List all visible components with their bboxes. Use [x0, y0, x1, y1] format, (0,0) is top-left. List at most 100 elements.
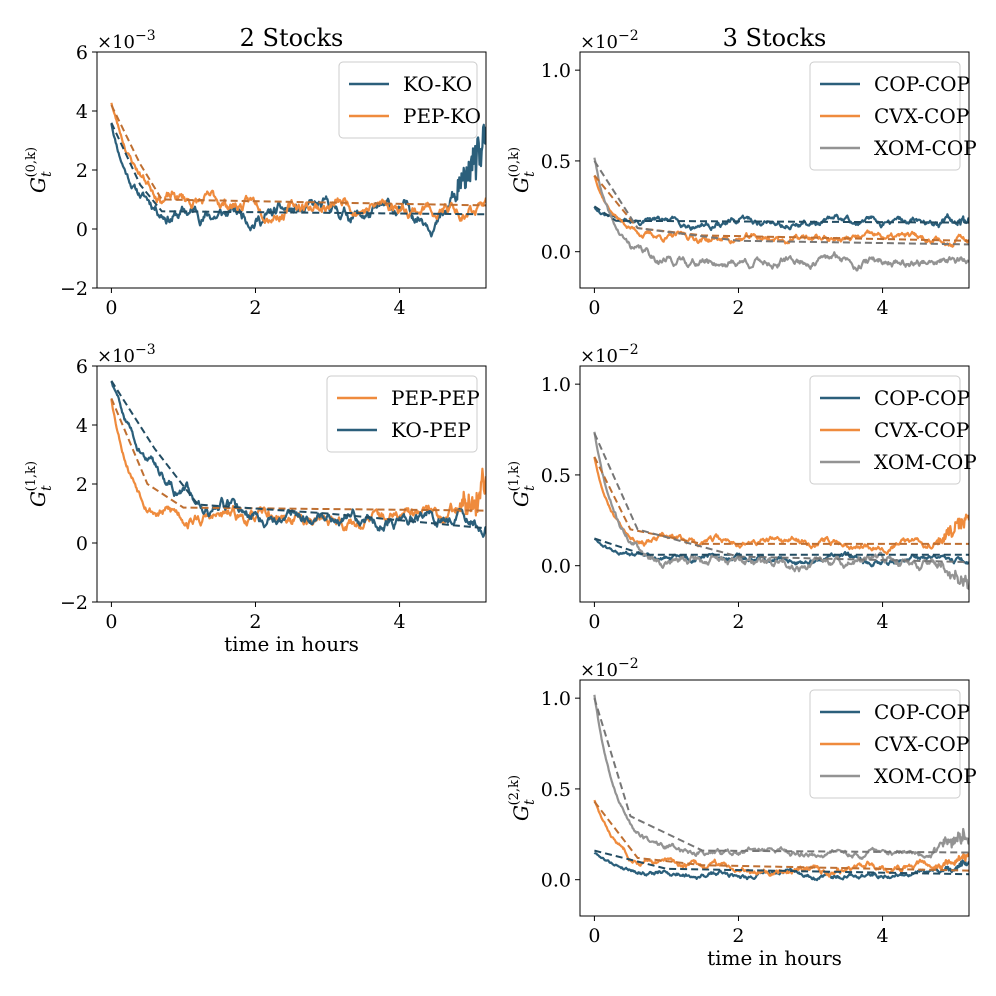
y-axis-label: Gt(2,k) [507, 775, 538, 821]
x-tick-label: 0 [105, 611, 117, 633]
fit-line-cvx-cop [593, 800, 969, 872]
plot-area [593, 694, 969, 882]
y-tick-label: −2 [60, 278, 88, 300]
y-tick-label: 0.5 [541, 151, 571, 173]
y-tick-label: 0 [76, 533, 88, 555]
series-line-cop-cop [593, 206, 969, 232]
y-tick-label: 4 [76, 101, 88, 123]
axis-exponent-label: ×10−2 [580, 342, 639, 367]
plot-area [110, 102, 486, 238]
legend-label: KO-KO [403, 72, 472, 96]
y-tick-label: 6 [76, 356, 88, 378]
plot-area [110, 380, 486, 538]
panel-title: 3 Stocks [723, 24, 827, 52]
fit-line-cop-cop [593, 205, 969, 224]
fit-line-cvx-cop [593, 456, 969, 545]
panel-2stocks-row1: 0 2 4 −2 0 2 4 6 ×10−3 time in hours Gt(1,k) PEP-PE… [24, 342, 487, 656]
y-tick-label: 0.5 [541, 465, 571, 487]
x-tick-label: 0 [588, 297, 600, 319]
fit-line-ko-pep [110, 380, 486, 530]
y-tick-label: 2 [76, 474, 88, 496]
y-tick-label: 0.0 [541, 870, 571, 892]
plot-area [593, 431, 969, 590]
plot-area [593, 157, 969, 272]
fit-line-pep-ko [110, 104, 486, 207]
series-line-xom-cop [593, 157, 969, 272]
y-tick-label: 6 [76, 42, 88, 64]
y-axis-label: Gt(1,k) [24, 461, 55, 507]
fit-line-ko-ko [110, 122, 486, 216]
legend-label: XOM-COP [874, 764, 977, 788]
legend-label: COP-COP [874, 72, 970, 96]
x-tick-label: 0 [105, 297, 117, 319]
panel-3stocks-row2: 0 2 4 0.0 0.5 1.0 ×10−2 time in hours Gt(2,k) COP… [507, 656, 977, 970]
panel-3stocks-row0: 0 2 40.00.51.0×10−2 3 StocksGt(0,k)COP-COPC… [507, 24, 977, 319]
series-line-cvx-cop [593, 456, 969, 556]
legend-label: CVX-COP [874, 732, 969, 756]
y-tick-label: 0.5 [541, 779, 571, 801]
series-line-cvx-cop [593, 175, 969, 248]
y-tick-label: 1.0 [541, 374, 571, 396]
x-tick-label: 4 [394, 297, 406, 319]
y-tick-label: 4 [76, 415, 88, 437]
legend: COP-COP CVX-COP XOM-COP [809, 689, 977, 799]
legend: PEP-PEP KO-PEP [326, 375, 480, 453]
y-tick-label: 1.0 [541, 688, 571, 710]
legend-label: CVX-COP [874, 418, 969, 442]
legend-label: XOM-COP [874, 450, 977, 474]
x-tick-label: 0 [588, 925, 600, 947]
fit-line-xom-cop [593, 160, 969, 246]
axes-frame [579, 51, 970, 289]
legend-label: CVX-COP [874, 104, 969, 128]
y-axis-label: Gt(0,k) [24, 147, 55, 193]
axis-exponent-label: ×10−3 [97, 342, 156, 367]
fit-line-pep-pep [110, 398, 486, 512]
x-tick-label: 4 [394, 611, 406, 633]
panel-2stocks-row0: 0 2 4 −2 0 2 4 6 ×10−3 2 Stocks Gt(0,k) KO-KO PEP-KO [24, 24, 487, 319]
axes-frame [579, 679, 970, 917]
legend-box [338, 61, 478, 139]
legend-label: KO-PEP [391, 418, 471, 442]
y-axis-label: Gt(0,k) [507, 147, 538, 193]
y-tick-label: 0.0 [541, 556, 571, 578]
legend-label: PEP-KO [403, 104, 481, 128]
legend-box [809, 61, 961, 171]
y-tick-label: 0.0 [541, 242, 571, 264]
fit-line-cop-cop [594, 537, 969, 556]
series-line-ko-pep [110, 381, 486, 538]
legend: COP-COP CVX-COP XOM-COP [809, 375, 977, 485]
panel-title: 2 Stocks [240, 24, 344, 52]
fit-line-xom-cop [593, 697, 969, 854]
legend-label: COP-COP [874, 386, 970, 410]
y-tick-label: 0 [76, 219, 88, 241]
x-tick-label: 4 [877, 925, 889, 947]
fit-line-xom-cop [593, 432, 969, 564]
x-tick-label: 2 [249, 611, 261, 633]
axes-frame [579, 365, 970, 603]
legend: COP-COP CVX-COP XOM-COP [809, 61, 977, 171]
y-axis-label: Gt(1,k) [507, 461, 538, 507]
y-tick-label: −2 [60, 592, 88, 614]
legend-label: XOM-COP [874, 136, 977, 160]
legend-box [326, 375, 478, 453]
x-axis-label: time in hours [707, 946, 842, 970]
x-tick-label: 4 [877, 297, 889, 319]
series-line-ko-ko [110, 123, 486, 238]
x-tick-label: 2 [732, 297, 744, 319]
y-tick-label: 2 [76, 160, 88, 182]
x-tick-label: 2 [732, 611, 744, 633]
legend-label: COP-COP [874, 700, 970, 724]
axis-exponent-label: ×10−2 [580, 28, 639, 53]
y-tick-label: 1.0 [541, 60, 571, 82]
legend: KO-KO PEP-KO [338, 61, 481, 139]
series-line-pep-ko [110, 102, 486, 224]
axis-exponent-label: ×10−2 [580, 656, 639, 681]
legend-label: PEP-PEP [391, 386, 480, 410]
fit-line-cop-cop [594, 849, 969, 876]
x-tick-label: 4 [877, 611, 889, 633]
axis-exponent-label: ×10−3 [97, 28, 156, 53]
x-tick-label: 2 [249, 297, 261, 319]
x-tick-label: 2 [732, 925, 744, 947]
x-tick-label: 0 [588, 611, 600, 633]
